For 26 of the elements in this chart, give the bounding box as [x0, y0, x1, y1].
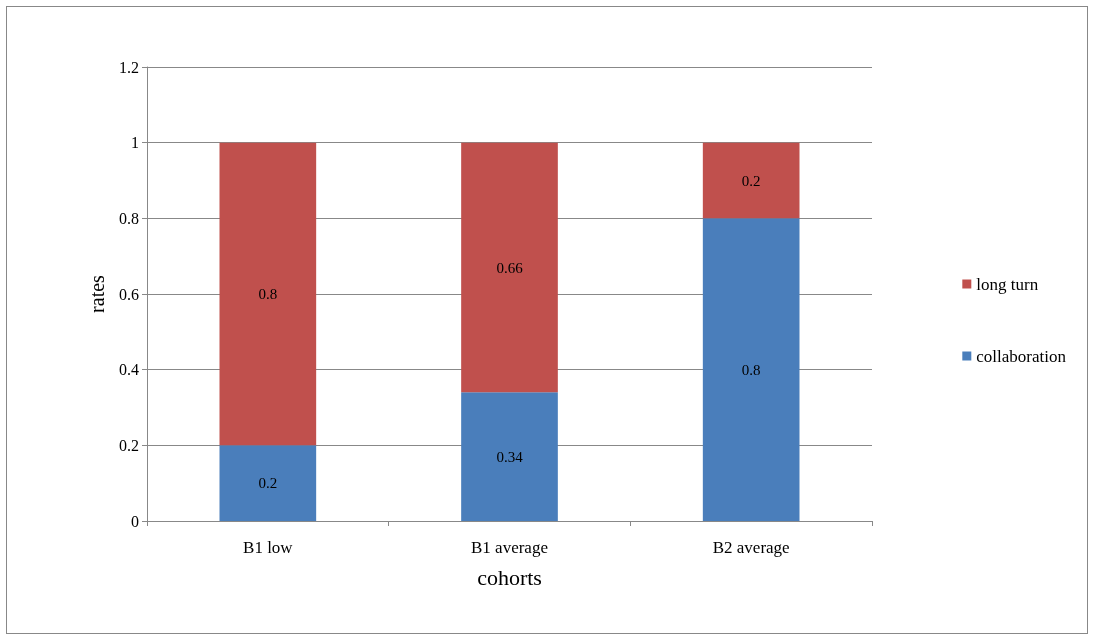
- x-tick-label: B1 low: [243, 538, 294, 557]
- x-tick-label: B1 average: [471, 538, 548, 557]
- y-axis-title: rates: [86, 274, 108, 313]
- bar: [702, 218, 800, 521]
- y-tick-label: 0: [131, 512, 139, 530]
- bar: [461, 392, 558, 521]
- bar: [219, 142, 317, 446]
- data-label: 0.2: [741, 172, 761, 189]
- y-tick-label: 0.8: [119, 209, 139, 227]
- data-label: 0.8: [741, 361, 761, 378]
- legend-label: long turn: [976, 274, 1039, 294]
- data-label: 0.66: [496, 259, 524, 276]
- y-tick-label: 1: [131, 134, 139, 152]
- data-label: 0.8: [258, 286, 278, 302]
- bar: [219, 445, 317, 521]
- data-label: 0.2: [258, 475, 278, 492]
- legend-label: collaboration: [976, 346, 1067, 366]
- x-axis-title: cohorts: [477, 564, 542, 590]
- y-tick-label: 0.6: [119, 285, 139, 303]
- data-label: 0.34: [496, 448, 524, 465]
- x-tick-label: B2 average: [712, 538, 790, 557]
- y-tick-label: 0.2: [119, 436, 139, 454]
- y-tick-label: 0.4: [119, 361, 139, 379]
- y-tick-label: 1.2: [119, 58, 139, 76]
- bar: [461, 142, 558, 393]
- bar: [702, 142, 800, 219]
